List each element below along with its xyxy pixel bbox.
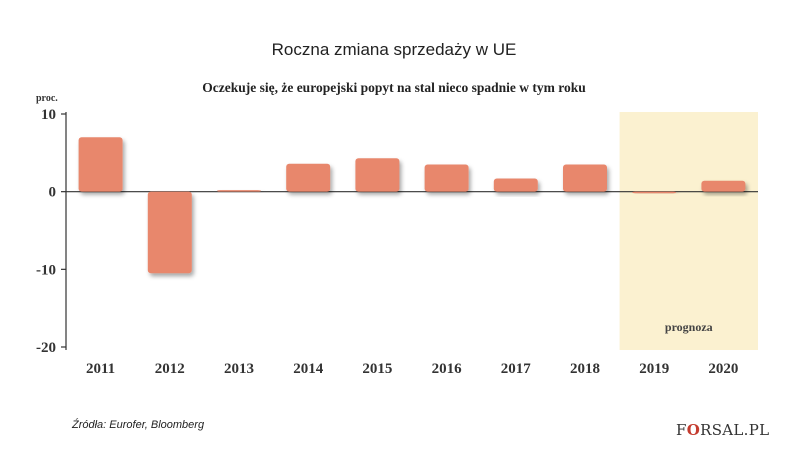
bar-2011 [78, 137, 123, 192]
forecast-label: prognoza [665, 320, 713, 334]
x-tick-label: 2014 [293, 361, 324, 377]
y-tick-label: -10 [36, 262, 56, 278]
bar-2016 [424, 164, 469, 192]
x-tick-label: 2012 [155, 361, 185, 377]
y-tick-label: 0 [49, 185, 57, 201]
chart-subtitle: Oczekuje się, że europejski popyt na sta… [202, 80, 586, 95]
source-note: Źródła: Eurofer, Bloomberg [72, 419, 205, 431]
chart-title: Roczna zmiana sprzedaży w UE [271, 40, 517, 59]
forecast-region [619, 112, 758, 350]
y-tick-label: -20 [36, 340, 56, 356]
bar-2014 [286, 163, 331, 192]
x-tick-label: 2011 [86, 361, 115, 377]
x-tick-label: 2019 [639, 361, 669, 377]
x-tick-label: 2017 [501, 361, 532, 377]
bar-2020 [701, 180, 746, 192]
y-tick-label: 10 [41, 107, 56, 123]
bar-2018 [563, 164, 607, 192]
x-tick-label: 2015 [362, 361, 392, 377]
x-tick-label: 2020 [708, 361, 738, 377]
bar-2019 [632, 191, 677, 194]
x-tick-label: 2016 [432, 361, 463, 377]
x-tick-label: 2018 [570, 361, 600, 377]
bar-2017 [493, 178, 538, 192]
brand-logo: FORSAL.PL [676, 421, 770, 439]
bar-2012 [147, 191, 192, 274]
bar-2013 [217, 190, 261, 192]
bar-2015 [355, 158, 400, 192]
y-axis-unit-label: proc. [36, 93, 58, 104]
x-tick-label: 2013 [224, 361, 254, 377]
